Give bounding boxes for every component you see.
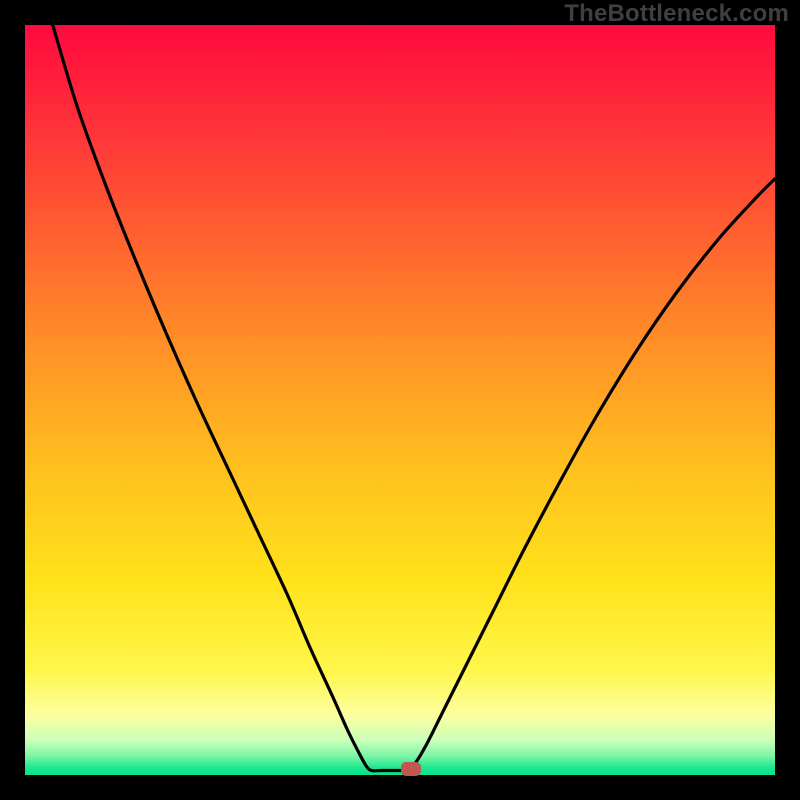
bottleneck-curve (25, 25, 775, 775)
chart-root: TheBottleneck.com (0, 0, 800, 800)
plot-area (25, 25, 775, 775)
attribution-label: TheBottleneck.com (564, 0, 789, 28)
optimum-marker (401, 762, 421, 776)
